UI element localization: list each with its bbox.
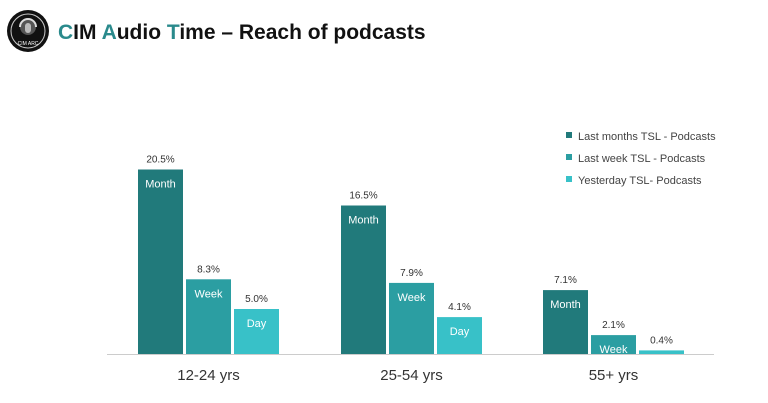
data-label: 4.1% xyxy=(448,302,471,313)
bar xyxy=(639,350,684,354)
data-label: 5.0% xyxy=(245,294,268,305)
title-part: ime – Reach of podcasts xyxy=(179,21,426,44)
bar xyxy=(389,282,434,354)
data-label: 2.1% xyxy=(602,320,625,331)
data-label: 7.9% xyxy=(400,268,423,279)
bar-inner-label: Day xyxy=(247,318,267,330)
x-tick-label: 25-54 yrs xyxy=(380,367,443,384)
bar-inner-label: Week xyxy=(195,288,223,300)
bar xyxy=(543,290,588,354)
x-tick-label: 12-24 yrs xyxy=(177,367,240,384)
bar-inner-label: Month xyxy=(348,215,379,227)
legend-swatch xyxy=(566,176,572,182)
legend-item: Last week TSL - Podcasts xyxy=(578,153,706,165)
title-part: udio xyxy=(116,21,167,44)
data-label: 16.5% xyxy=(349,191,377,202)
bar-inner-label: Week xyxy=(600,344,628,356)
data-label: 8.3% xyxy=(197,264,220,275)
page-title: CIM Audio Time – Reach of podcasts xyxy=(58,20,426,46)
legend-swatch xyxy=(566,154,572,160)
legend-item: Last months TSL - Podcasts xyxy=(578,131,716,143)
title-part: A xyxy=(101,21,117,44)
bar-inner-label: Week xyxy=(398,292,426,304)
data-label: 0.4% xyxy=(650,335,673,346)
bar xyxy=(234,309,279,354)
title-part: IM xyxy=(73,21,102,44)
cim-logo: CIM ARC xyxy=(7,10,49,52)
bar xyxy=(341,205,386,354)
bar xyxy=(591,335,636,354)
data-label: 7.1% xyxy=(554,275,577,286)
bar-inner-label: Month xyxy=(550,299,581,311)
title-part: T xyxy=(166,21,180,44)
legend-swatch xyxy=(566,132,572,138)
legend-item: Yesterday TSL- Podcasts xyxy=(578,175,702,187)
bar-inner-label: Day xyxy=(652,359,672,371)
bar-inner-label: Day xyxy=(450,326,470,338)
bar xyxy=(186,279,231,354)
bar xyxy=(437,317,482,354)
bar-inner-label: Month xyxy=(145,179,176,191)
data-label: 20.5% xyxy=(146,155,174,166)
bar xyxy=(138,169,183,354)
logo-text: CIM ARC xyxy=(18,41,39,47)
title-part: C xyxy=(58,21,74,44)
x-tick-label: 55+ yrs xyxy=(589,367,639,384)
